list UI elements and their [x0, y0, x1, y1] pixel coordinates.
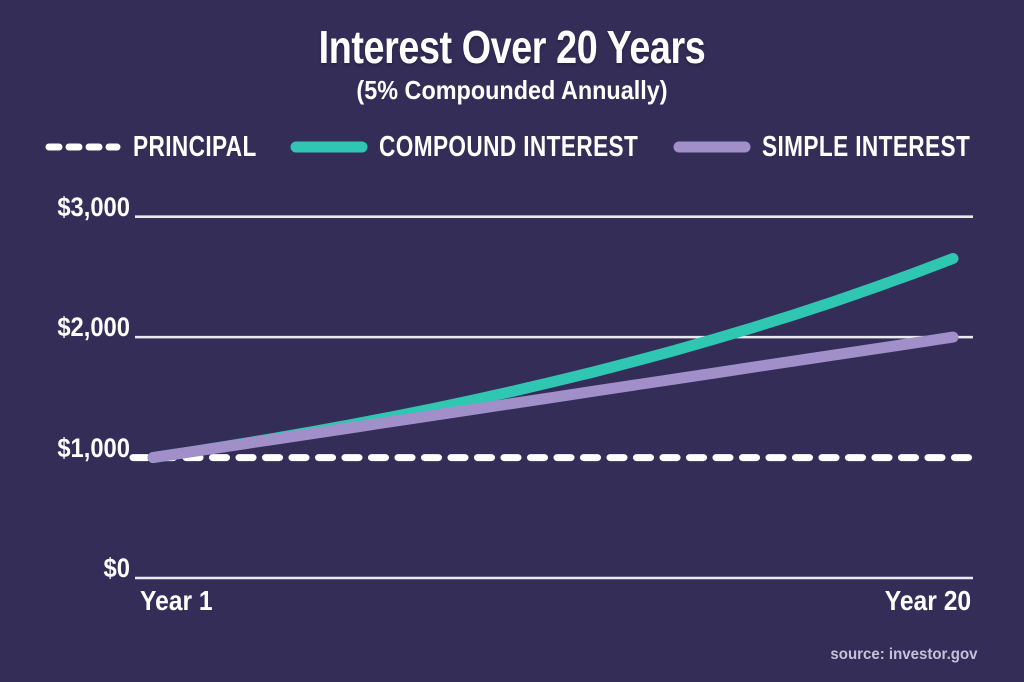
- principal-dashed-line-swatch: [45, 143, 121, 151]
- legend-compound-label: COMPOUND INTEREST: [379, 130, 639, 163]
- legend-simple-label: SIMPLE INTEREST: [762, 130, 971, 163]
- y-tick-0: $0: [103, 553, 130, 583]
- simple-interest-line-swatch: [673, 141, 751, 153]
- y-tick-1000: $1,000: [57, 433, 130, 463]
- source-credit: source: investor.gov: [829, 646, 977, 663]
- x-label-year-1: Year 1: [140, 585, 213, 616]
- y-tick-3000: $3,000: [57, 192, 130, 222]
- legend-item-principal: PRINCIPAL: [44, 129, 292, 165]
- legend-item-simple-interest: SIMPLE INTEREST: [673, 129, 1024, 165]
- page-title: Interest Over 20 Years: [318, 21, 706, 73]
- page-subtitle: (5% Compounded Annually): [356, 75, 668, 105]
- compound-interest-line-swatch: [290, 141, 368, 153]
- x-label-year-20: Year 20: [884, 585, 971, 616]
- y-tick-2000: $2,000: [57, 312, 130, 342]
- series-simple-interest: [147, 331, 959, 464]
- legend-item-compound-interest: COMPOUND INTEREST: [290, 129, 711, 165]
- legend-principal-label: PRINCIPAL: [133, 130, 257, 163]
